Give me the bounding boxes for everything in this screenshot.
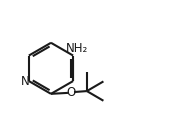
Text: N: N xyxy=(21,75,29,88)
Text: NH₂: NH₂ xyxy=(65,42,88,55)
Text: O: O xyxy=(66,86,76,99)
